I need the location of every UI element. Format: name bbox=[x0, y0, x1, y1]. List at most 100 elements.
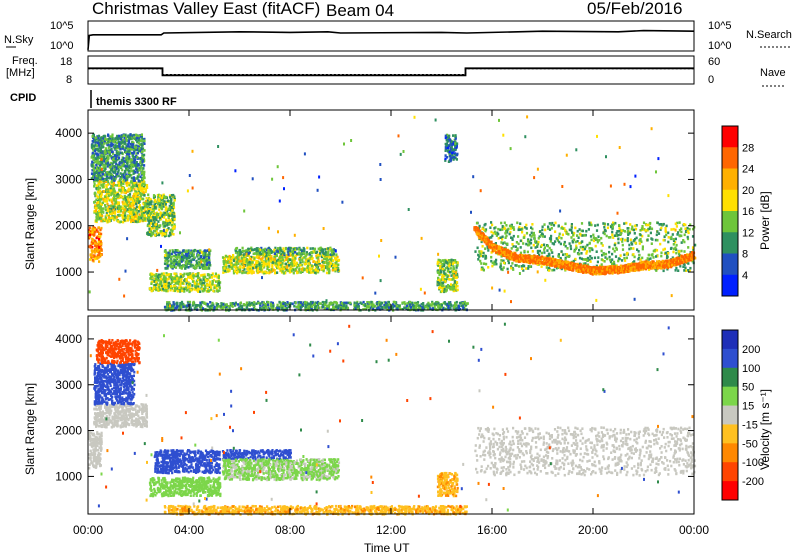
heatmap-cell bbox=[159, 194, 162, 198]
heatmap-cell bbox=[449, 154, 452, 158]
heatmap-cell bbox=[172, 289, 175, 292]
heatmap-cell bbox=[214, 272, 217, 276]
heatmap-cell bbox=[632, 247, 635, 250]
heatmap-cell bbox=[129, 146, 132, 149]
heatmap-cell bbox=[159, 211, 162, 214]
heatmap-cell bbox=[220, 303, 223, 307]
heatmap-cell bbox=[179, 258, 182, 261]
heatmap-cell bbox=[197, 257, 200, 261]
heatmap-cell bbox=[265, 253, 268, 256]
heatmap-cell bbox=[239, 304, 242, 308]
heatmap-cell bbox=[217, 305, 221, 308]
heatmap-cell bbox=[353, 308, 356, 311]
heatmap-cell bbox=[457, 306, 461, 309]
heatmap-cell bbox=[298, 258, 302, 262]
heatmap-cell bbox=[125, 199, 128, 202]
heatmap-cell bbox=[264, 260, 267, 263]
heatmap-cell bbox=[92, 242, 95, 245]
heatmap-cell bbox=[130, 205, 133, 208]
heatmap-cell bbox=[311, 251, 314, 254]
heatmap-cell bbox=[136, 191, 140, 195]
heatmap-cell bbox=[101, 201, 104, 205]
heatmap-cell bbox=[223, 269, 226, 272]
heatmap-cell bbox=[456, 142, 459, 145]
heatmap-cell bbox=[173, 259, 176, 262]
heatmap-cell bbox=[332, 305, 335, 309]
heatmap-cell bbox=[171, 217, 174, 221]
heatmap-cell bbox=[91, 160, 94, 164]
heatmap-cell bbox=[179, 282, 182, 286]
heatmap-cell bbox=[140, 166, 143, 169]
heatmap-cell bbox=[170, 206, 173, 209]
heatmap-cell bbox=[454, 304, 457, 307]
heatmap-cell bbox=[167, 212, 170, 216]
heatmap-cell bbox=[287, 269, 290, 272]
heatmap-cell bbox=[132, 192, 136, 196]
heatmap-cell bbox=[252, 270, 255, 274]
heatmap-cell bbox=[91, 135, 94, 138]
heatmap-cell bbox=[123, 169, 127, 173]
heatmap-cell bbox=[95, 215, 98, 218]
heatmap-cell bbox=[371, 303, 374, 307]
heatmap-cell bbox=[149, 198, 153, 201]
heatmap-cell bbox=[116, 191, 119, 195]
heatmap-cell bbox=[126, 165, 129, 168]
heatmap-cell bbox=[162, 276, 165, 280]
heatmap-cell bbox=[194, 307, 198, 311]
heatmap-cell bbox=[133, 181, 136, 185]
heatmap-cell bbox=[186, 286, 189, 289]
heatmap-cell bbox=[136, 175, 139, 178]
nave-tick-bottom: 0 bbox=[708, 74, 714, 86]
heatmap-cell bbox=[131, 154, 134, 157]
heatmap-cell bbox=[115, 166, 118, 169]
heatmap-cell bbox=[274, 263, 277, 267]
heatmap-cell bbox=[257, 256, 261, 260]
heatmap-cell bbox=[95, 152, 98, 156]
heatmap-cell bbox=[286, 266, 289, 270]
heatmap-cell bbox=[310, 254, 313, 258]
heatmap-cell bbox=[90, 249, 93, 252]
heatmap-cell bbox=[168, 263, 171, 267]
heatmap-cell bbox=[299, 303, 302, 306]
heatmap-cell bbox=[186, 283, 189, 287]
heatmap-cell bbox=[202, 266, 205, 270]
heatmap-cell bbox=[346, 306, 349, 310]
heatmap-cell bbox=[337, 268, 340, 272]
heatmap-cell bbox=[126, 190, 129, 193]
heatmap-cell bbox=[195, 282, 198, 285]
cpid-label: CPID bbox=[10, 92, 36, 104]
heatmap-cell bbox=[176, 277, 179, 280]
heatmap-cell bbox=[278, 307, 281, 311]
heatmap-cell bbox=[159, 275, 162, 278]
heatmap-cell bbox=[97, 238, 101, 241]
heatmap-cell bbox=[437, 281, 440, 285]
heatmap-cell bbox=[288, 264, 291, 267]
heatmap-cell bbox=[141, 144, 144, 147]
heatmap-cell bbox=[349, 301, 352, 305]
heatmap-cell bbox=[119, 172, 122, 175]
heatmap-cell bbox=[120, 181, 123, 184]
heatmap-cell bbox=[176, 282, 179, 285]
heatmap-cell bbox=[325, 307, 329, 311]
heatmap-cell bbox=[103, 173, 107, 177]
nave-tick-top: 60 bbox=[708, 56, 720, 68]
heatmap-cell bbox=[95, 236, 98, 240]
heatmap-cell bbox=[125, 144, 128, 148]
heatmap-cell bbox=[136, 136, 139, 140]
heatmap-cell bbox=[234, 251, 238, 254]
heatmap-cell bbox=[304, 261, 307, 264]
heatmap-cell bbox=[247, 263, 250, 266]
heatmap-cell bbox=[99, 228, 102, 232]
heatmap-cell bbox=[166, 220, 169, 223]
heatmap-cell bbox=[326, 252, 330, 255]
heatmap-cell bbox=[100, 242, 103, 246]
heatmap-cell bbox=[260, 263, 263, 267]
heatmap-cell bbox=[231, 302, 234, 305]
heatmap-cell bbox=[380, 306, 383, 310]
heatmap-cell bbox=[138, 200, 141, 203]
heatmap-cell bbox=[316, 301, 319, 305]
heatmap-cell bbox=[265, 251, 268, 255]
heatmap-cell bbox=[141, 171, 144, 175]
heatmap-cell bbox=[153, 286, 156, 289]
heatmap-cell bbox=[222, 268, 225, 272]
